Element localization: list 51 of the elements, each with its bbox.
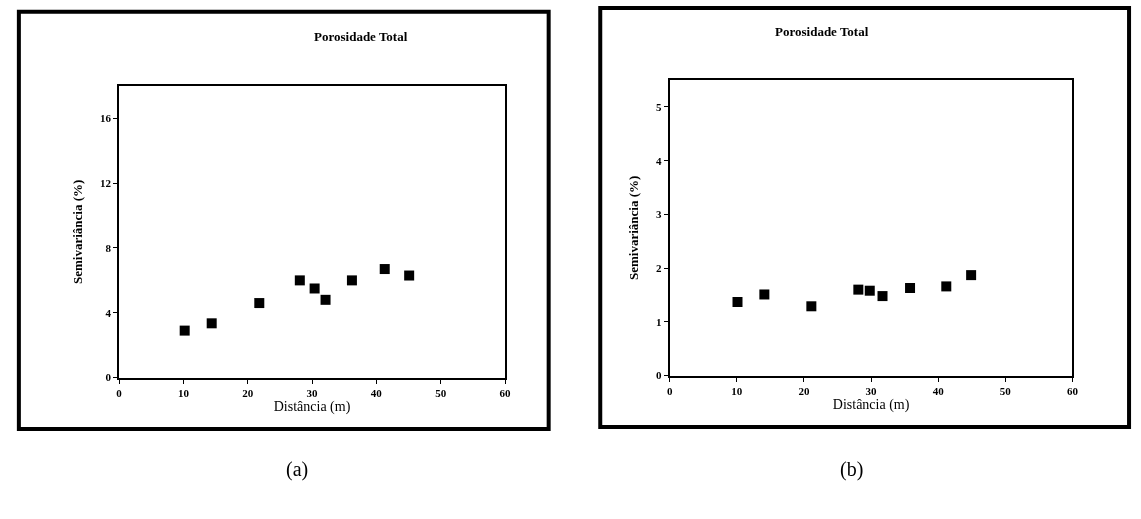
x-tick-label: 30: [306, 386, 319, 399]
x-tick-label: 60: [1067, 384, 1079, 397]
x-axis-title: Distância (m): [832, 396, 910, 413]
point: [732, 296, 743, 307]
x-tick-label: 40: [932, 384, 945, 397]
y-tick-label: 8: [105, 241, 112, 254]
point: [309, 283, 320, 294]
point: [905, 283, 916, 294]
y-tick-label: 0: [105, 371, 112, 384]
text: (b): [840, 458, 864, 481]
y-axis-title: Semivariância (%): [70, 179, 86, 284]
x-tick-label: 40: [370, 386, 383, 399]
point: [864, 285, 875, 296]
point: [179, 325, 190, 336]
x-axis-title: Distância (m): [273, 398, 351, 415]
chart-title: Porosidade Total: [775, 24, 869, 39]
y-tick-label: 4: [105, 306, 112, 319]
y-tick-label: 4: [656, 154, 662, 167]
x-tick-label: 10: [731, 384, 743, 397]
point: [966, 270, 977, 281]
x-tick-label: 10: [177, 386, 190, 399]
y-tick-label: 12: [99, 177, 112, 190]
x-tick-label: 30: [865, 384, 878, 397]
x-tick-label: 50: [435, 386, 447, 399]
y-tick-label: 3: [656, 208, 662, 221]
point: [379, 264, 390, 275]
x-tick-label: 60: [499, 386, 512, 399]
point: [206, 318, 217, 329]
y-tick-label: 5: [656, 100, 662, 113]
point: [853, 284, 864, 295]
point: [404, 270, 415, 281]
y-tick-label: 1: [656, 315, 662, 328]
point: [294, 275, 305, 286]
y-tick-label: 2: [656, 261, 662, 274]
chart-title: Porosidade Total: [314, 29, 408, 44]
x-tick-label: 20: [798, 384, 810, 397]
x-tick-label: 20: [242, 386, 254, 399]
text: (a): [286, 458, 309, 481]
point: [254, 298, 265, 309]
x-tick-label: 0: [116, 386, 123, 399]
point: [320, 294, 331, 305]
point: [877, 291, 888, 302]
y-tick-label: 0: [656, 369, 662, 382]
x-tick-label: 50: [999, 384, 1012, 397]
point: [806, 301, 817, 312]
y-axis-title: Semivariância (%): [626, 175, 642, 281]
y-tick-label: 16: [99, 112, 112, 125]
point: [346, 275, 357, 286]
point: [941, 281, 952, 292]
x-tick-label: 0: [666, 384, 673, 397]
point: [759, 289, 770, 300]
